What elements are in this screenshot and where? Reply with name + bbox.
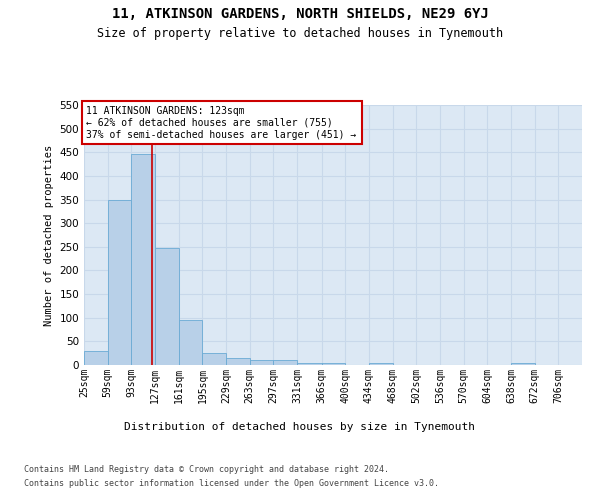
Bar <box>131 154 155 365</box>
Bar <box>107 200 131 365</box>
Bar <box>369 362 392 365</box>
Text: 11, ATKINSON GARDENS, NORTH SHIELDS, NE29 6YJ: 11, ATKINSON GARDENS, NORTH SHIELDS, NE2… <box>112 8 488 22</box>
Bar <box>250 360 274 365</box>
Bar <box>226 358 250 365</box>
Bar <box>322 362 345 365</box>
Bar <box>84 351 107 365</box>
Text: Distribution of detached houses by size in Tynemouth: Distribution of detached houses by size … <box>125 422 476 432</box>
Text: Contains HM Land Registry data © Crown copyright and database right 2024.: Contains HM Land Registry data © Crown c… <box>24 465 389 474</box>
Bar <box>179 320 202 365</box>
Bar <box>155 248 179 365</box>
Bar <box>274 360 297 365</box>
Text: Size of property relative to detached houses in Tynemouth: Size of property relative to detached ho… <box>97 28 503 40</box>
Text: 11 ATKINSON GARDENS: 123sqm
← 62% of detached houses are smaller (755)
37% of se: 11 ATKINSON GARDENS: 123sqm ← 62% of det… <box>86 106 357 140</box>
Bar <box>202 353 226 365</box>
Bar <box>297 362 322 365</box>
Bar <box>511 362 535 365</box>
Text: Contains public sector information licensed under the Open Government Licence v3: Contains public sector information licen… <box>24 479 439 488</box>
Y-axis label: Number of detached properties: Number of detached properties <box>44 144 54 326</box>
